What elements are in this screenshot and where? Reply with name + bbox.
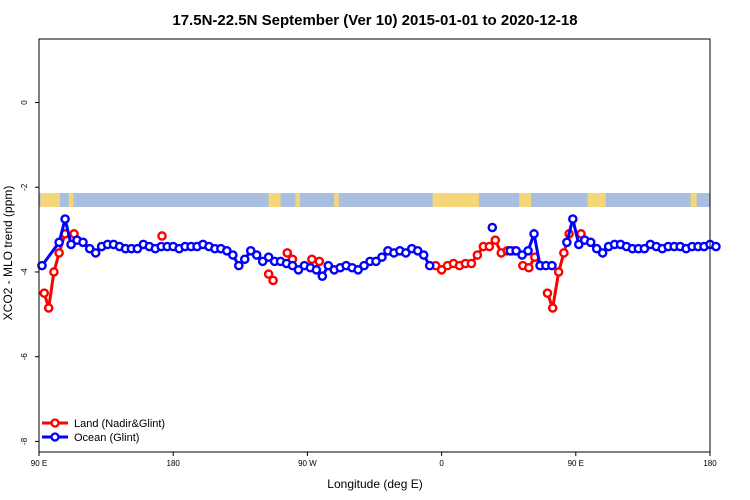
data-point — [287, 260, 298, 271]
x-tick-label: 0 — [439, 459, 444, 468]
data-point — [353, 265, 363, 275]
data-point — [529, 229, 539, 239]
y-tick-label: -8 — [20, 437, 29, 445]
data-point — [49, 267, 59, 277]
data-point — [487, 222, 498, 233]
x-axis-label: Longitude (deg E) — [327, 477, 422, 491]
data-point — [222, 245, 232, 256]
map-land — [68, 193, 74, 207]
legend-label: Land (Nadir&Glint) — [74, 418, 165, 430]
data-point — [307, 254, 317, 265]
data-point — [293, 265, 304, 275]
data-point — [132, 243, 143, 254]
data-point — [371, 256, 381, 267]
map-land — [690, 193, 697, 207]
legend-marker — [50, 432, 60, 442]
data-point — [245, 245, 256, 256]
x-tick-label: 90 E — [568, 459, 584, 468]
data-point — [401, 248, 411, 258]
data-point — [282, 248, 293, 258]
data-point — [90, 248, 101, 258]
data-point — [323, 260, 334, 271]
data-point — [436, 265, 447, 275]
data-point — [484, 241, 495, 252]
series-ocean — [37, 214, 721, 282]
x-tick-label: 180 — [167, 459, 181, 468]
axes: 90 E 180 90 W 0 90 E 180 0 -2 -4 -6 -8 — [20, 100, 717, 468]
data-point — [54, 237, 64, 248]
data-point — [43, 303, 54, 313]
data-point — [268, 275, 278, 286]
y-axis-label: XCO2 - MLO trend (ppm) — [1, 186, 15, 321]
y-tick-label: -2 — [20, 183, 29, 191]
data-point — [585, 237, 596, 248]
data-point — [472, 250, 483, 260]
map-land — [40, 193, 54, 207]
data-point — [314, 256, 325, 267]
plot-frame — [38, 38, 711, 453]
data-point — [311, 265, 322, 275]
data-point — [597, 248, 608, 258]
data-point — [573, 239, 584, 250]
map-land — [519, 193, 532, 207]
series-layer — [37, 214, 721, 313]
data-point — [523, 245, 533, 256]
data-point — [60, 214, 70, 224]
data-point — [359, 260, 369, 271]
data-point — [228, 250, 238, 260]
data-point — [54, 248, 64, 258]
y-tick-label: -4 — [20, 268, 29, 276]
data-point — [251, 250, 262, 260]
data-point — [418, 250, 429, 260]
legend: Land (Nadir&Glint) Ocean (Glint) — [42, 418, 165, 444]
world-map-strip — [39, 193, 710, 207]
data-point — [239, 254, 250, 265]
map-land — [587, 193, 606, 207]
data-point — [591, 243, 602, 254]
data-point — [424, 260, 435, 271]
data-point — [317, 271, 328, 282]
data-point — [234, 260, 244, 271]
data-point — [542, 288, 553, 298]
y-tick-label: 0 — [20, 100, 29, 105]
data-point — [466, 258, 477, 269]
map-land — [268, 193, 281, 207]
map-land — [334, 193, 339, 207]
legend-label: Ocean (Glint) — [74, 432, 139, 444]
data-point — [377, 252, 387, 262]
data-point — [157, 231, 167, 241]
data-point — [568, 214, 578, 224]
data-point — [263, 269, 274, 279]
data-point — [639, 243, 650, 254]
data-point — [490, 235, 501, 246]
data-point — [78, 237, 88, 248]
data-point — [412, 245, 423, 256]
chart-title: 17.5N-22.5N September (Ver 10) 2015-01-0… — [172, 12, 577, 29]
map-land — [295, 193, 300, 207]
data-point — [547, 260, 557, 271]
data-point — [559, 248, 569, 258]
data-point — [553, 267, 564, 277]
data-point — [711, 241, 721, 252]
data-point — [84, 243, 95, 254]
data-point — [37, 260, 47, 271]
map-ocean — [39, 193, 710, 207]
y-tick-label: -6 — [20, 353, 29, 361]
map-land — [432, 193, 479, 207]
map-land — [53, 193, 60, 207]
x-tick-label: 180 — [703, 459, 717, 468]
data-point — [547, 303, 558, 313]
data-point — [524, 262, 534, 273]
legend-marker — [50, 418, 60, 428]
x-tick-label: 90 E — [31, 459, 47, 468]
data-point — [517, 250, 527, 260]
x-tick-label: 90 W — [298, 459, 317, 468]
data-point — [263, 252, 274, 262]
data-point — [257, 256, 268, 267]
data-point — [39, 288, 50, 298]
data-point — [562, 237, 572, 248]
data-point — [66, 239, 76, 250]
data-point — [511, 245, 521, 256]
